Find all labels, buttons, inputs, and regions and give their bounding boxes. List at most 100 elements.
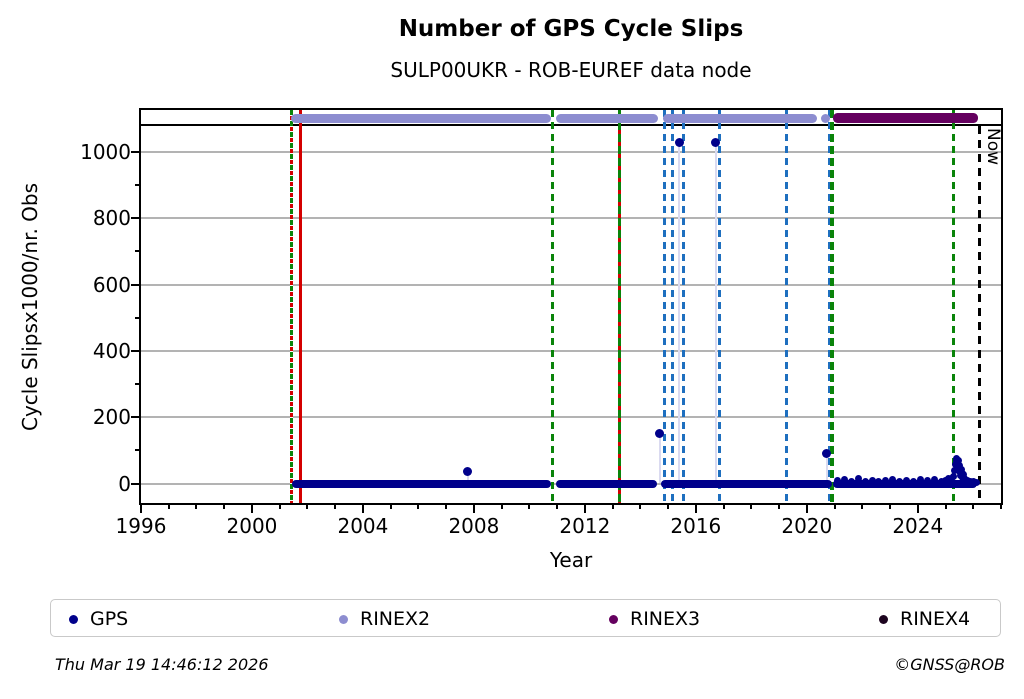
x-tick-label: 2004 [337,514,389,538]
x-tick-label: 2016 [670,514,722,538]
y-minor-tick [135,184,139,187]
y-tick-label: 0 [118,471,131,496]
x-minor-tick [639,505,642,509]
x-minor-tick [750,505,753,509]
chart-subtitle: SULP00UKR - ROB-EUREF data node [390,58,752,82]
gps-baseline-segment [555,479,657,488]
rinex2-marker-icon [339,614,348,624]
x-major-tick [250,505,253,513]
y-axis-label: Cycle Slipsx1000/nr. Obs [18,182,42,432]
gps-marker-icon [69,614,78,624]
legend: GPS RINEX2 RINEX3 RINEX4 [50,599,1001,637]
gps-point [910,478,918,485]
event-line-green-dashed [551,110,555,503]
x-minor-tick [861,505,864,509]
x-minor-tick [667,505,670,509]
gps-point [937,477,945,485]
gps-outlier-stem [466,471,469,484]
x-minor-tick [611,505,614,509]
x-minor-tick [306,505,309,509]
x-tick-label: 2024 [892,514,944,538]
x-minor-tick [833,505,836,509]
y-tick-label: 800 [92,206,131,231]
event-line-blue-dashed [663,110,667,503]
gps-point [955,457,963,465]
x-axis-label: Year [549,548,593,572]
x-tick-label: 2008 [448,514,500,538]
x-minor-tick [195,505,198,509]
x-minor-tick [417,505,420,509]
gps-outlier-stem [714,142,717,484]
y-tick-label: 200 [92,405,131,430]
y-major-tick [131,151,139,153]
gps-point [868,476,876,484]
y-minor-tick [135,250,139,253]
x-minor-tick [500,505,503,509]
y-major-tick [131,217,139,220]
grid-line [141,151,1001,153]
x-major-tick [916,505,919,513]
gps-outlier-point [674,138,684,148]
y-minor-tick [135,449,139,452]
event-line-green-red-solid [618,110,622,503]
x-minor-tick [1000,505,1002,509]
x-major-tick [472,505,475,513]
gps-point [833,477,841,485]
x-minor-tick [389,505,392,509]
x-minor-tick [778,505,781,509]
grid-line [141,349,1001,352]
rinex2-band-segment [662,113,817,123]
grid-line [141,217,1001,220]
gps-point [972,478,980,486]
rinex2-band-segment [820,113,831,123]
x-tick-label: 2020 [781,514,833,538]
rinex3-marker-icon [609,614,618,624]
y-minor-tick [135,316,139,319]
x-minor-tick [278,505,281,509]
x-minor-tick [445,505,448,509]
x-minor-tick [556,505,559,509]
gps-point [951,466,959,474]
x-minor-tick [167,505,170,509]
gps-point [875,478,883,485]
x-major-tick [694,505,697,513]
now-label: Now [983,128,1004,166]
gps-outlier-stem [658,433,661,484]
event-line-green-dashed-bold [830,110,835,503]
gps-point [923,477,931,485]
now-line [977,126,981,503]
event-line-red-solid [299,110,303,503]
x-minor-tick [528,505,531,509]
y-major-tick [131,482,139,485]
x-major-tick [805,505,808,513]
legend-item-rinex4: RINEX4 [879,600,970,638]
event-line-blue-dashed [784,110,788,503]
band-separator-line [141,124,1001,126]
grid-line [141,283,1001,286]
x-minor-tick [972,505,975,509]
x-major-tick [140,505,142,513]
chart-title: Number of GPS Cycle Slips [398,16,744,42]
gps-point [955,461,963,469]
x-minor-tick [944,505,947,509]
y-tick-label: 400 [92,338,131,363]
event-line-blue-dashed [681,110,685,503]
gps-point [950,472,958,480]
gps-point [861,477,869,485]
rinex4-marker-icon [879,614,888,624]
gps-outlier-point [711,138,721,148]
legend-label: RINEX4 [900,608,971,630]
credit: ©GNSS@ROB [894,655,1005,674]
y-major-tick [131,349,139,352]
x-tick-label: 2012 [559,514,611,538]
legend-label: RINEX2 [360,608,431,630]
y-tick-label: 600 [92,272,131,297]
plot-area: Now [139,108,1003,505]
event-line-green-red-dashed [289,110,293,503]
event-line-blue-dashed [827,110,831,503]
gps-point [840,476,848,484]
gps-point [930,476,938,484]
event-line-blue-dashed [717,110,721,503]
timestamp: Thu Mar 19 14:46:12 2026 [55,655,269,674]
